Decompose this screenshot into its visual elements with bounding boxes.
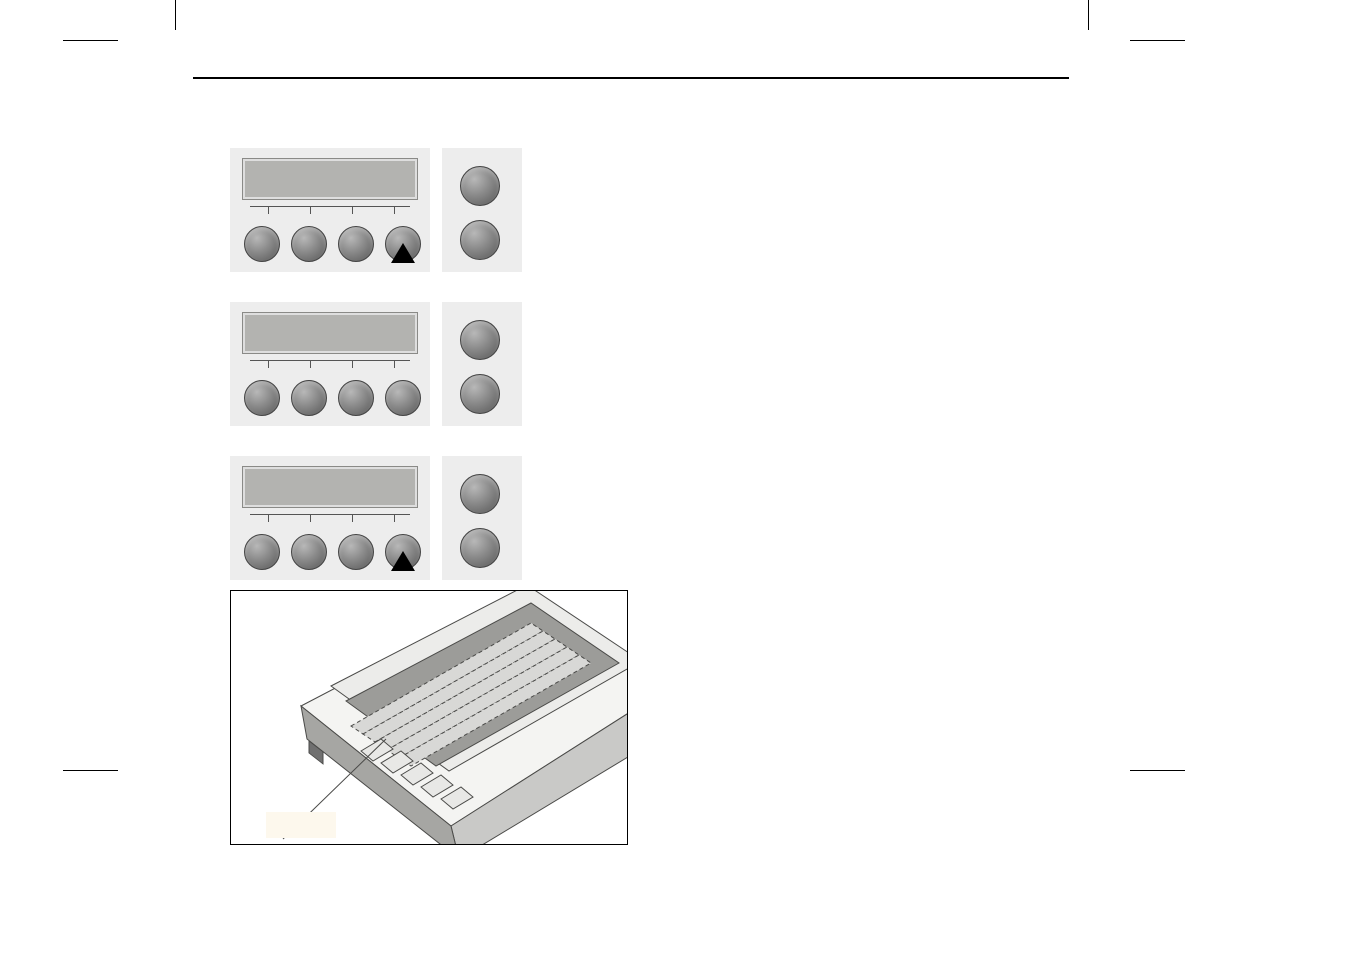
cropmark-top-right-h (1130, 40, 1185, 41)
panel-button-1[interactable] (244, 534, 280, 570)
lcd-display (242, 312, 418, 354)
tick (268, 206, 269, 214)
lcd-display (242, 466, 418, 508)
panel-side (442, 456, 522, 580)
button-row (244, 226, 421, 262)
button-row (244, 534, 421, 570)
cropmark-top-right-v (1088, 0, 1089, 30)
tick-baseline (250, 360, 410, 361)
side-button-top[interactable] (460, 474, 500, 514)
panel-button-2[interactable] (291, 226, 327, 262)
panel-side (442, 148, 522, 272)
panel-button-3[interactable] (338, 226, 374, 262)
tick (268, 360, 269, 368)
panel-button-1[interactable] (244, 380, 280, 416)
panel-main (230, 456, 430, 580)
triangle-up-icon (391, 551, 415, 571)
panel-button-2[interactable] (291, 380, 327, 416)
side-button-top[interactable] (460, 166, 500, 206)
printer-figure (230, 590, 628, 845)
tick-row (250, 356, 410, 368)
panel-button-4[interactable] (385, 534, 421, 570)
panel-button-4[interactable] (385, 226, 421, 262)
side-button-col (460, 474, 500, 568)
side-button-bottom[interactable] (460, 528, 500, 568)
control-panel-1 (230, 148, 522, 272)
tick-baseline (250, 514, 410, 515)
tick (394, 206, 395, 214)
panel-button-4[interactable] (385, 380, 421, 416)
side-button-top[interactable] (460, 320, 500, 360)
tick-row (250, 510, 410, 522)
tick (310, 360, 311, 368)
callout-label-patch (266, 812, 336, 838)
tick (394, 360, 395, 368)
control-panel-3 (230, 456, 522, 580)
content-column (230, 148, 522, 610)
control-panel-2 (230, 302, 522, 426)
lcd-display (242, 158, 418, 200)
panel-main (230, 302, 430, 426)
printer-svg (231, 591, 628, 845)
button-row (244, 380, 421, 416)
panel-side (442, 302, 522, 426)
tick (394, 514, 395, 522)
tick (352, 206, 353, 214)
side-button-col (460, 320, 500, 414)
tick (352, 514, 353, 522)
tick (310, 206, 311, 214)
panel-button-2[interactable] (291, 534, 327, 570)
panel-main (230, 148, 430, 272)
cropmark-mid-left-h (63, 770, 118, 771)
tick (352, 360, 353, 368)
cropmark-mid-right-h (1130, 770, 1185, 771)
tick-row (250, 202, 410, 214)
tick (310, 514, 311, 522)
triangle-up-icon (391, 243, 415, 263)
tick-baseline (250, 206, 410, 207)
cropmark-top-left-v (175, 0, 176, 30)
cropmark-top-left-h (63, 40, 118, 41)
header-rule (193, 77, 1069, 79)
panel-button-3[interactable] (338, 380, 374, 416)
panel-button-3[interactable] (338, 534, 374, 570)
side-button-bottom[interactable] (460, 220, 500, 260)
side-button-col (460, 166, 500, 260)
side-button-bottom[interactable] (460, 374, 500, 414)
panel-button-1[interactable] (244, 226, 280, 262)
tick (268, 514, 269, 522)
page (0, 0, 1351, 954)
